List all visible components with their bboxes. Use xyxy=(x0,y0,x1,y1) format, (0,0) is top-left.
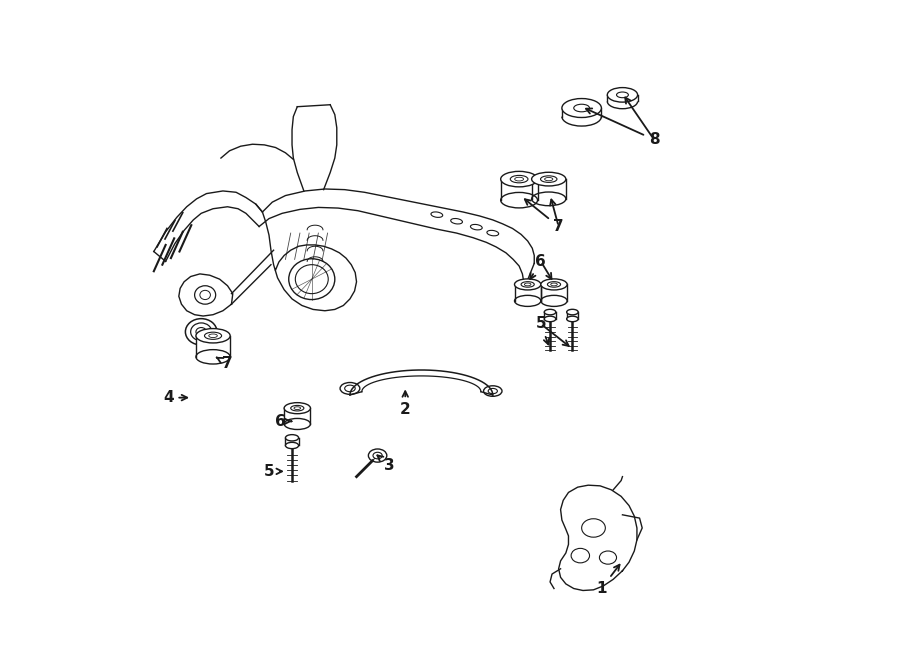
Ellipse shape xyxy=(515,279,541,290)
Polygon shape xyxy=(284,408,310,424)
Ellipse shape xyxy=(544,316,556,322)
Ellipse shape xyxy=(573,104,590,112)
Ellipse shape xyxy=(368,449,387,462)
Ellipse shape xyxy=(567,316,578,322)
Text: 6: 6 xyxy=(274,414,292,429)
Polygon shape xyxy=(500,179,537,200)
Ellipse shape xyxy=(196,329,230,343)
Ellipse shape xyxy=(285,435,299,441)
Ellipse shape xyxy=(532,173,566,186)
Text: 4: 4 xyxy=(163,390,187,405)
Text: 5: 5 xyxy=(264,464,282,479)
Text: 7: 7 xyxy=(217,356,233,371)
Text: 3: 3 xyxy=(377,455,395,473)
Polygon shape xyxy=(541,284,567,301)
Ellipse shape xyxy=(608,88,637,102)
Ellipse shape xyxy=(567,309,578,315)
Text: 6: 6 xyxy=(530,254,546,279)
Text: 8: 8 xyxy=(586,108,660,147)
Ellipse shape xyxy=(616,92,628,98)
Polygon shape xyxy=(532,179,566,199)
Polygon shape xyxy=(196,336,230,357)
Ellipse shape xyxy=(541,279,567,290)
Ellipse shape xyxy=(562,98,601,118)
Ellipse shape xyxy=(500,171,537,187)
Ellipse shape xyxy=(185,319,217,345)
Ellipse shape xyxy=(284,403,310,414)
Polygon shape xyxy=(562,108,601,116)
Polygon shape xyxy=(515,284,541,301)
Text: 7: 7 xyxy=(525,199,564,234)
Text: 5: 5 xyxy=(536,317,549,344)
Polygon shape xyxy=(608,95,637,101)
Ellipse shape xyxy=(285,442,299,449)
Text: 2: 2 xyxy=(400,391,410,417)
Ellipse shape xyxy=(544,309,556,315)
Text: 1: 1 xyxy=(596,564,619,596)
